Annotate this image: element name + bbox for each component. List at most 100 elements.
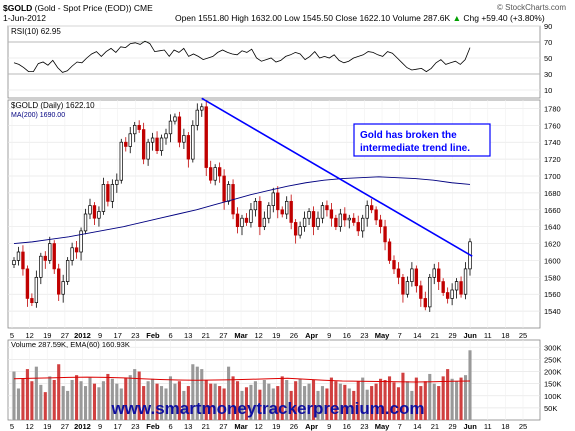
- candle-body: [30, 298, 34, 304]
- x-tick-label-bottom: 7: [398, 422, 402, 431]
- candle-body: [177, 116, 182, 143]
- x-tick-label: 13: [184, 331, 192, 340]
- x-tick-label-bottom: 12: [25, 422, 33, 431]
- candle-body: [396, 268, 401, 278]
- x-tick-label-bottom: 26: [290, 422, 298, 431]
- high-label: High: [231, 13, 249, 23]
- x-tick-label: May: [375, 331, 390, 340]
- candle-body: [61, 281, 65, 295]
- volume-bar: [57, 364, 61, 420]
- rsi-line: [13, 40, 471, 73]
- volume-bar: [128, 375, 132, 420]
- volume-tick-label: 150K: [544, 380, 562, 389]
- volume-bar: [146, 381, 150, 420]
- volume-bar: [110, 378, 114, 420]
- price-label: $GOLD (Daily) 1622.10: [11, 101, 95, 110]
- candle-body: [146, 141, 150, 160]
- volume-bar: [379, 378, 383, 420]
- candle-body: [387, 241, 392, 261]
- volume-tick-label: 200K: [544, 368, 562, 377]
- volume-label: Volume 287.59K, EMA(60) 160.93K: [11, 340, 130, 349]
- volume-bar: [459, 377, 463, 420]
- candle-body: [450, 289, 454, 299]
- price-tick-label: 1680: [544, 189, 561, 198]
- candle-body: [137, 124, 141, 130]
- rsi-label: RSI(10) 62.95: [11, 27, 61, 36]
- volume-bar: [428, 373, 432, 420]
- candle-body: [267, 205, 271, 219]
- annotation-text-line1: Gold has broken the: [360, 130, 457, 141]
- candle-body: [222, 175, 226, 202]
- candle-body: [454, 281, 459, 291]
- candle-body: [419, 285, 423, 299]
- annotation-text-line2: intermediate trend line.: [360, 143, 470, 154]
- volume-bar: [334, 381, 338, 420]
- candle-body: [65, 260, 70, 282]
- candle-body: [325, 205, 329, 211]
- ma-label: MA(200) 1690.00: [11, 112, 65, 119]
- candle-body: [204, 106, 208, 168]
- candle-body: [217, 167, 222, 177]
- candle-body: [155, 137, 159, 152]
- volume-tick-label: 50K: [544, 404, 557, 413]
- volume-bar: [271, 388, 275, 420]
- candle-body: [329, 209, 334, 219]
- volume-bar: [432, 383, 436, 420]
- volume-bar: [177, 381, 181, 420]
- change-arrow-icon: ▲: [452, 13, 462, 23]
- volume-bar: [463, 375, 468, 420]
- x-tick-label-bottom: 5: [10, 422, 14, 431]
- candle-body: [182, 135, 186, 143]
- volume-bar: [195, 366, 199, 420]
- volume-bar: [374, 383, 378, 420]
- x-tick-label-bottom: 25: [519, 422, 527, 431]
- volume-bar: [338, 383, 342, 420]
- volume-bar: [405, 381, 409, 420]
- trend-line: [201, 97, 473, 257]
- x-tick-label: 9: [98, 331, 102, 340]
- x-tick-label-bottom: 6: [169, 422, 173, 431]
- volume-bar: [276, 386, 280, 420]
- candle-body: [361, 217, 365, 232]
- candle-body: [320, 205, 325, 219]
- volume-bar: [119, 388, 123, 420]
- candle-body: [70, 247, 74, 261]
- volume-bar: [311, 380, 316, 420]
- price-tick-label: 1640: [544, 223, 561, 232]
- volume-bar: [294, 381, 298, 420]
- volume-bar: [249, 384, 253, 420]
- change-value: Chg +59.40 (+3.80%): [463, 13, 545, 23]
- price-tick-label: 1720: [544, 155, 561, 164]
- volume-bar: [209, 383, 213, 420]
- volume-bar: [213, 383, 217, 420]
- volume-bar: [267, 383, 271, 420]
- candle-body: [106, 184, 110, 202]
- x-tick-label: 26: [290, 331, 298, 340]
- volume-bar: [414, 377, 418, 420]
- candle-body: [405, 281, 410, 295]
- price-tick-label: 1780: [544, 104, 561, 113]
- x-tick-label-bottom: 21: [431, 422, 439, 431]
- candle-body: [392, 260, 396, 270]
- x-tick-label-bottom: 17: [114, 422, 122, 431]
- x-tick-label-bottom: Jun: [463, 422, 477, 431]
- chart-date: 1-Jun-2012: [3, 13, 47, 23]
- price-tick-label: 1580: [544, 273, 561, 282]
- candle-body: [285, 200, 289, 215]
- candle-body: [276, 192, 280, 211]
- x-tick-label: 7: [398, 331, 402, 340]
- candle-body: [240, 217, 244, 228]
- x-tick-label-bottom: 9: [98, 422, 102, 431]
- x-tick-label: 21: [202, 331, 210, 340]
- volume-bar: [396, 387, 401, 420]
- candle-body: [414, 268, 419, 287]
- volume-bar: [387, 376, 392, 420]
- volume-bar: [298, 378, 302, 420]
- candle-body: [262, 217, 267, 228]
- low-label: Low: [284, 13, 300, 23]
- candle-body: [97, 211, 101, 219]
- x-tick-label-bottom: 11: [484, 422, 492, 431]
- candle-body: [410, 268, 414, 282]
- candle-body: [57, 268, 61, 295]
- candle-body: [83, 213, 88, 232]
